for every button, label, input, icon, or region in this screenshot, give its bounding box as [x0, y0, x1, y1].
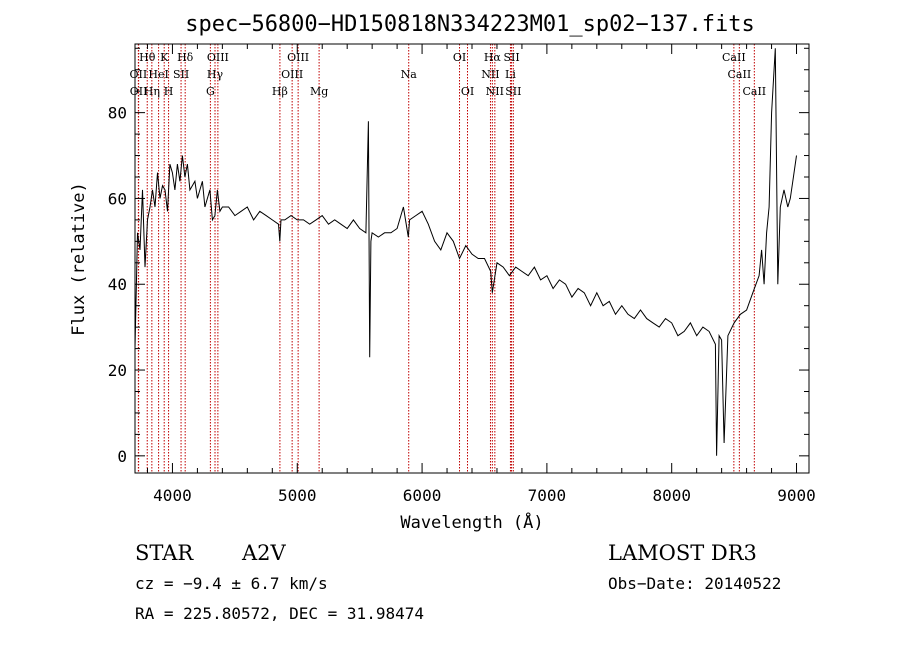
- marker-label: OI: [461, 85, 474, 98]
- x-tick-label: 9000: [777, 486, 816, 505]
- marker-label: Hη: [144, 85, 160, 98]
- x-tick-label: 6000: [403, 486, 442, 505]
- chart-title: spec−56800−HD150818N334223M01_sp02−137.f…: [185, 12, 755, 37]
- marker-label: OIII: [281, 68, 303, 81]
- survey-name: LAMOST DR3: [608, 541, 757, 565]
- marker-label: OII: [130, 68, 148, 81]
- ra-dec-line: RA = 225.80572, DEC = 31.98474: [135, 604, 424, 623]
- marker-label: Hθ: [139, 51, 156, 64]
- redshift-line: cz = −9.4 ± 6.7 km/s: [135, 574, 328, 593]
- y-tick-label: 0: [117, 447, 127, 466]
- marker-label: G: [206, 85, 215, 98]
- marker-label: NII: [486, 85, 504, 98]
- marker-label: SII: [503, 51, 519, 64]
- marker-label: H: [164, 85, 174, 98]
- marker-label: Mg: [310, 85, 328, 98]
- y-tick-label: 20: [108, 361, 127, 380]
- x-axis-label: Wavelength (Å): [400, 511, 543, 533]
- marker-label: Hβ: [272, 85, 288, 98]
- marker-label: SII: [173, 68, 189, 81]
- observation-date: Obs−Date: 20140522: [608, 574, 782, 593]
- marker-label: OIII: [287, 51, 309, 64]
- marker-label: SII: [505, 85, 521, 98]
- x-tick-label: 8000: [652, 486, 691, 505]
- x-tick-label: 7000: [528, 486, 567, 505]
- marker-label: Hδ: [177, 51, 194, 64]
- object-class: STAR: [135, 541, 194, 565]
- marker-label: HeI: [148, 68, 168, 81]
- x-tick-label: 5000: [278, 486, 317, 505]
- plot-frame: [134, 43, 810, 474]
- x-axis: 4000 5000 6000 7000 8000 9000: [146, 44, 816, 505]
- marker-label: Na: [401, 68, 418, 81]
- marker-label: NII: [481, 68, 499, 81]
- marker-labels: HθOIIOIIHηHeIKHSIIHδGOIIIHγHβOIIIOIIIMgN…: [130, 51, 767, 98]
- marker-label: CaII: [728, 68, 752, 81]
- y-axis-label: Flux (relative): [69, 182, 89, 336]
- marker-label: K: [160, 51, 169, 64]
- y-tick-label: 40: [108, 275, 127, 294]
- marker-label: CaII: [742, 85, 766, 98]
- spectral-subclass: A2V: [242, 541, 286, 565]
- marker-label: Hα: [484, 51, 502, 64]
- y-tick-label: 80: [108, 104, 127, 123]
- x-tick-label: 4000: [153, 486, 192, 505]
- marker-label: OI: [453, 51, 466, 64]
- marker-label: CaII: [722, 51, 746, 64]
- marker-label: OIII: [207, 51, 229, 64]
- y-axis: 0 20 40 60 80: [108, 47, 809, 466]
- marker-label: Li: [505, 68, 516, 81]
- spectrum-line: [134, 48, 797, 456]
- marker-label: Hγ: [207, 68, 224, 81]
- y-tick-label: 60: [108, 189, 127, 208]
- marker-lines: [137, 44, 755, 473]
